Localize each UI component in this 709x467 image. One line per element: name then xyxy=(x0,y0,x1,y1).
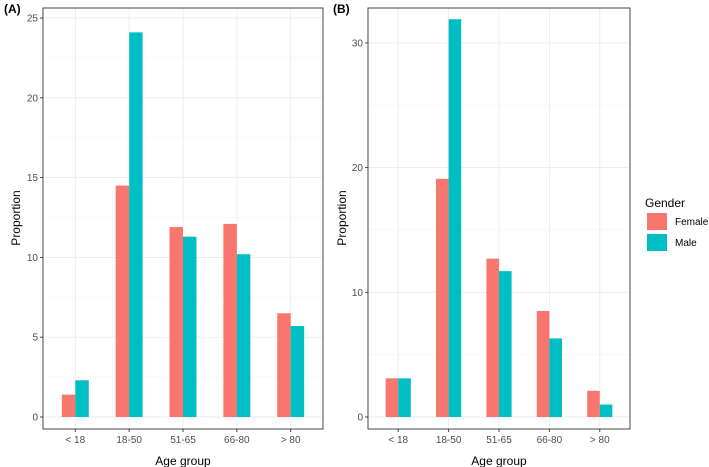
bar-female xyxy=(436,178,449,417)
y-tick-label: 30 xyxy=(352,38,364,49)
panel-b-label: (B) xyxy=(333,2,350,16)
x-tick-label: 18-50 xyxy=(436,435,462,446)
bar-male xyxy=(129,32,143,417)
x-tick-label: < 18 xyxy=(388,435,408,446)
legend-swatch-female xyxy=(647,213,667,230)
bar-female xyxy=(587,390,600,417)
x-tick-label: 51-65 xyxy=(486,435,512,446)
panel-b-x-axis: < 18 18-50 51-65 66-80 > 80 xyxy=(388,429,610,446)
y-tick-label: 25 xyxy=(27,14,39,25)
legend-title: Gender xyxy=(645,196,685,210)
legend: Gender Female Male xyxy=(645,196,709,251)
x-tick-label: 66-80 xyxy=(537,435,563,446)
bar-female xyxy=(115,185,130,417)
panel-a-bars xyxy=(61,32,305,417)
x-tick-label: 66-80 xyxy=(224,435,250,446)
panel-a: (A) 0 5 10 15 20 25 < 18 18-50 51-65 66-80 > 80 A… xyxy=(4,2,324,467)
bar-male xyxy=(236,254,251,417)
x-tick-label: 18-50 xyxy=(116,435,142,446)
panel-b: (B) 0 10 20 30 < 18 18-50 51-65 66-80 > 80 Age … xyxy=(333,2,631,467)
panel-a-x-axis-title: Age group xyxy=(155,454,211,467)
x-tick-label: > 80 xyxy=(281,435,301,446)
bar-male xyxy=(599,404,613,417)
bar-female xyxy=(536,311,550,417)
x-tick-label: > 80 xyxy=(590,435,610,446)
bar-male xyxy=(183,236,197,417)
y-tick-label: 15 xyxy=(27,173,39,184)
legend-label-male: Male xyxy=(675,238,697,249)
panel-b-bars xyxy=(385,19,613,417)
legend-label-female: Female xyxy=(675,217,709,228)
panel-a-label: (A) xyxy=(4,2,21,16)
bar-female xyxy=(61,394,76,417)
bar-male xyxy=(75,380,89,417)
panel-a-y-axis-title: Proportion xyxy=(9,190,23,245)
panel-b-y-axis-title: Proportion xyxy=(335,190,349,245)
legend-swatch-male xyxy=(647,234,667,251)
x-tick-label: < 18 xyxy=(65,435,85,446)
bar-female xyxy=(277,313,291,417)
y-tick-label: 5 xyxy=(32,333,38,344)
panel-b-y-axis: 0 10 20 30 xyxy=(352,38,368,424)
x-tick-label: 51-65 xyxy=(170,435,196,446)
y-tick-label: 10 xyxy=(27,253,39,264)
y-tick-label: 20 xyxy=(352,163,364,174)
bar-male xyxy=(448,19,462,417)
y-tick-label: 0 xyxy=(32,413,38,424)
panel-a-x-axis: < 18 18-50 51-65 66-80 > 80 xyxy=(65,429,301,446)
bar-female xyxy=(486,258,499,417)
bar-female xyxy=(169,227,183,417)
bar-male xyxy=(398,378,411,417)
panel-b-x-axis-title: Age group xyxy=(471,454,527,467)
bar-male xyxy=(499,271,512,417)
bar-female xyxy=(223,223,237,417)
y-tick-label: 20 xyxy=(27,93,39,104)
y-tick-label: 0 xyxy=(357,413,363,424)
bar-male xyxy=(290,326,305,417)
bar-male xyxy=(549,338,562,417)
bar-female xyxy=(385,378,399,417)
y-tick-label: 10 xyxy=(352,288,364,299)
panel-a-y-axis: 0 5 10 15 20 25 xyxy=(27,14,43,424)
